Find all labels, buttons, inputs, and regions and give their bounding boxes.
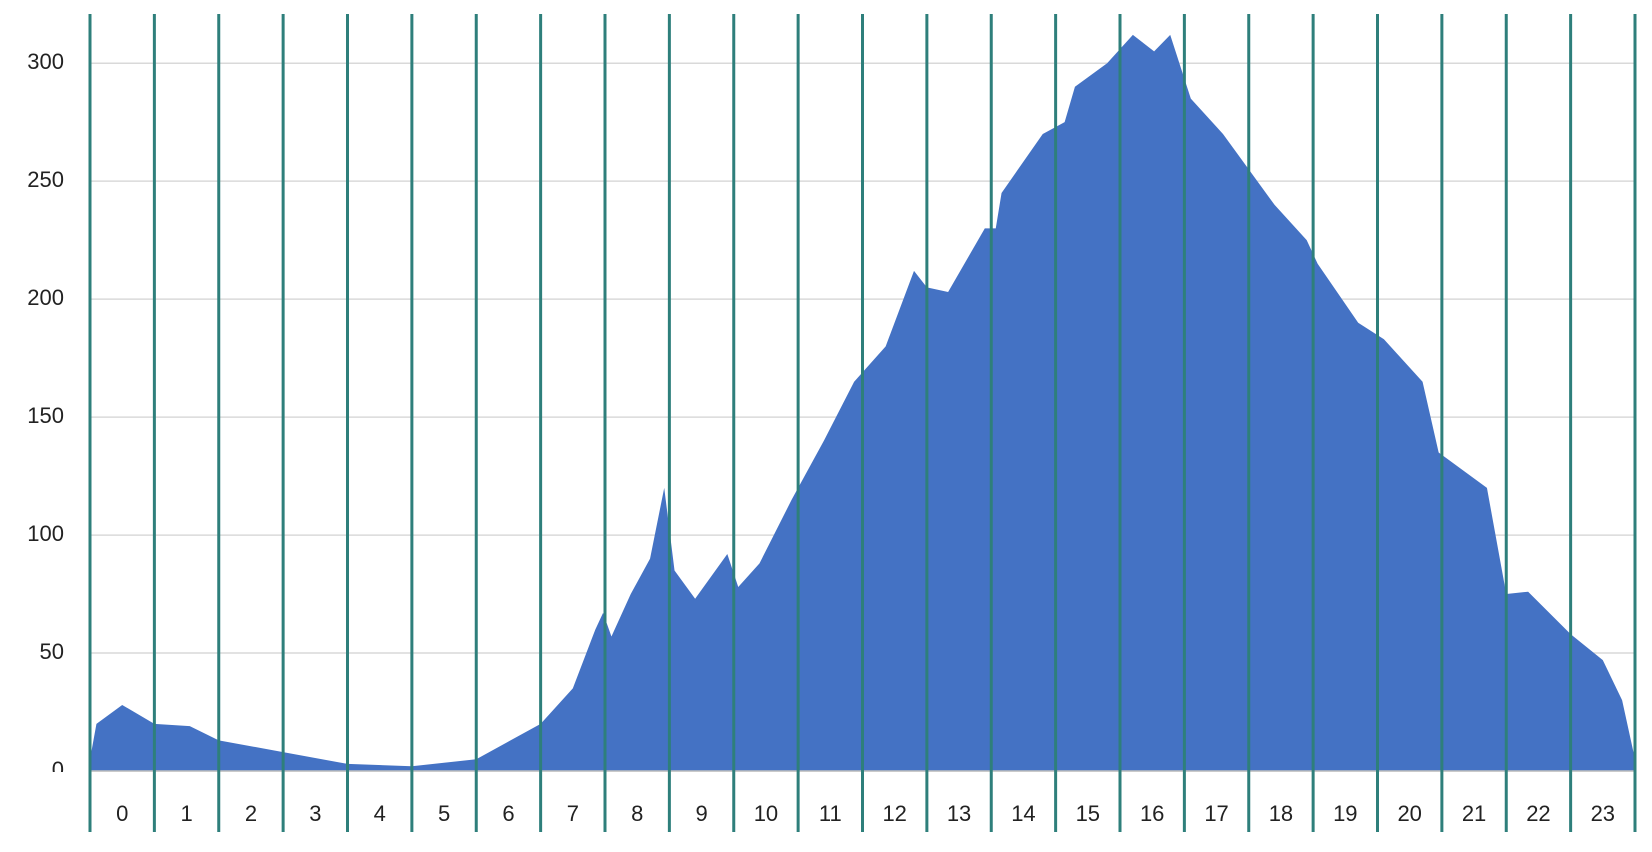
- x-tick-label: 1: [180, 801, 192, 826]
- y-tick-label: 150: [27, 403, 64, 428]
- x-tick-label: 9: [695, 801, 707, 826]
- x-tick-label: 17: [1204, 801, 1228, 826]
- x-tick-label: 13: [947, 801, 971, 826]
- y-tick-label: 50: [40, 639, 64, 664]
- x-tick-label: 3: [309, 801, 321, 826]
- x-tick-label: 8: [631, 801, 643, 826]
- x-tick-label: 21: [1462, 801, 1486, 826]
- x-tick-label: 12: [882, 801, 906, 826]
- y-tick-label: 250: [27, 167, 64, 192]
- x-tick-label: 6: [502, 801, 514, 826]
- x-tick-label: 0: [116, 801, 128, 826]
- x-tick-label: 4: [374, 801, 386, 826]
- x-tick-label: 7: [567, 801, 579, 826]
- y-tick-label: 0: [52, 757, 64, 782]
- x-tick-label: 19: [1333, 801, 1357, 826]
- x-tick-label: 23: [1591, 801, 1615, 826]
- y-tick-label: 100: [27, 521, 64, 546]
- x-tick-label: 2: [245, 801, 257, 826]
- x-tick-label: 15: [1076, 801, 1100, 826]
- x-tick-label: 5: [438, 801, 450, 826]
- x-tick-label: 10: [754, 801, 778, 826]
- x-tick-label: 11: [819, 801, 842, 826]
- x-tick-label: 16: [1140, 801, 1164, 826]
- x-tick-label: 14: [1011, 801, 1035, 826]
- y-tick-label: 300: [27, 49, 64, 74]
- x-tick-label: 18: [1269, 801, 1293, 826]
- x-tick-label: 20: [1397, 801, 1421, 826]
- y-tick-label: 200: [27, 285, 64, 310]
- x-tick-label: 22: [1526, 801, 1550, 826]
